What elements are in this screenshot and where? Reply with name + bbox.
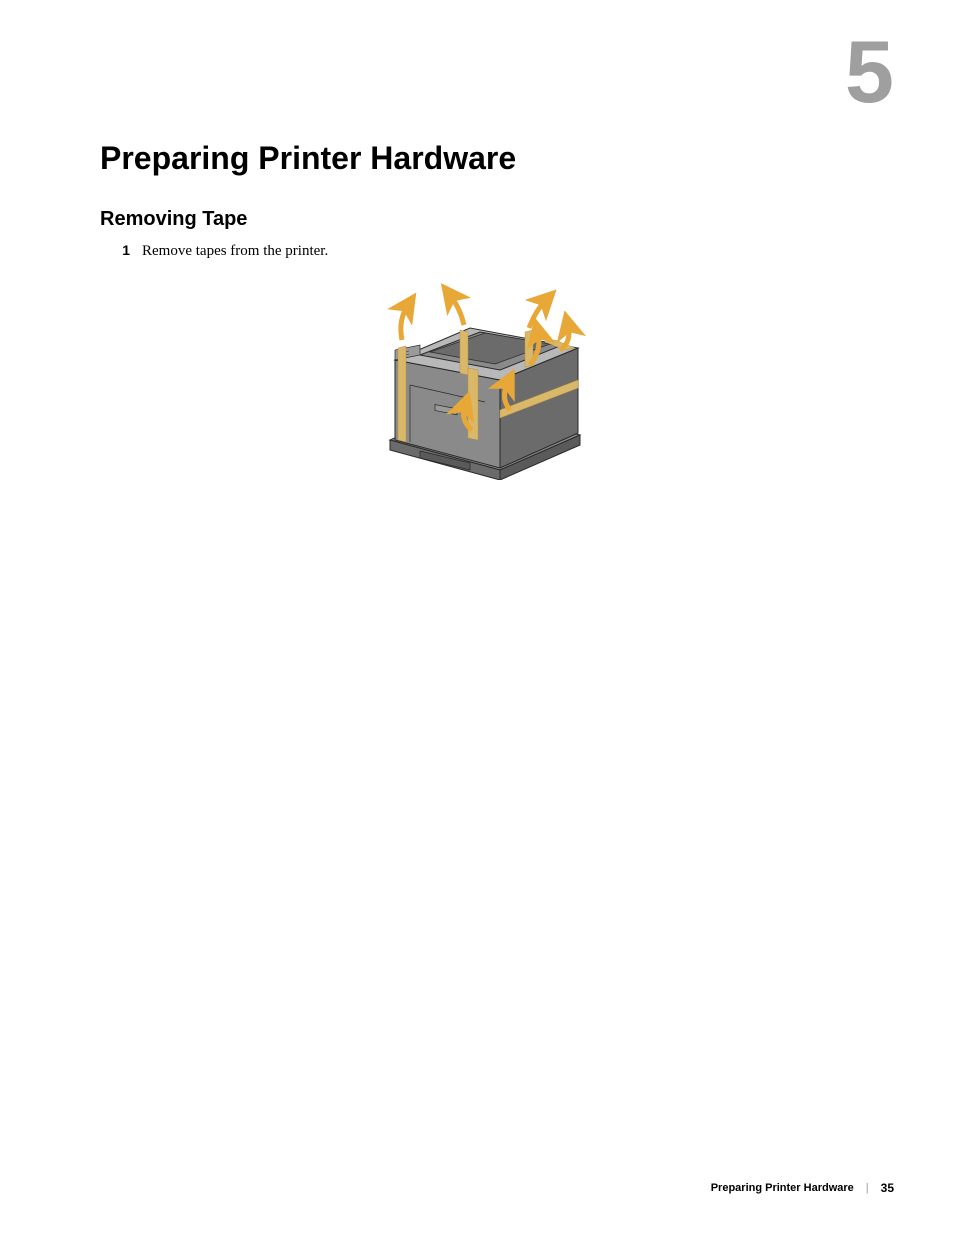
page-title: Preparing Printer Hardware bbox=[100, 140, 516, 177]
step-row: 1 Remove tapes from the printer. bbox=[100, 242, 328, 260]
chapter-number: 5 bbox=[845, 28, 894, 116]
page-footer: Preparing Printer Hardware | 35 bbox=[711, 1181, 894, 1195]
step-number: 1 bbox=[100, 242, 130, 258]
step-text: Remove tapes from the printer. bbox=[142, 243, 328, 260]
footer-separator: | bbox=[866, 1182, 869, 1194]
printer-illustration bbox=[350, 270, 620, 480]
footer-title: Preparing Printer Hardware bbox=[711, 1182, 854, 1194]
footer-page-number: 35 bbox=[881, 1181, 894, 1195]
section-heading: Removing Tape bbox=[100, 208, 247, 231]
